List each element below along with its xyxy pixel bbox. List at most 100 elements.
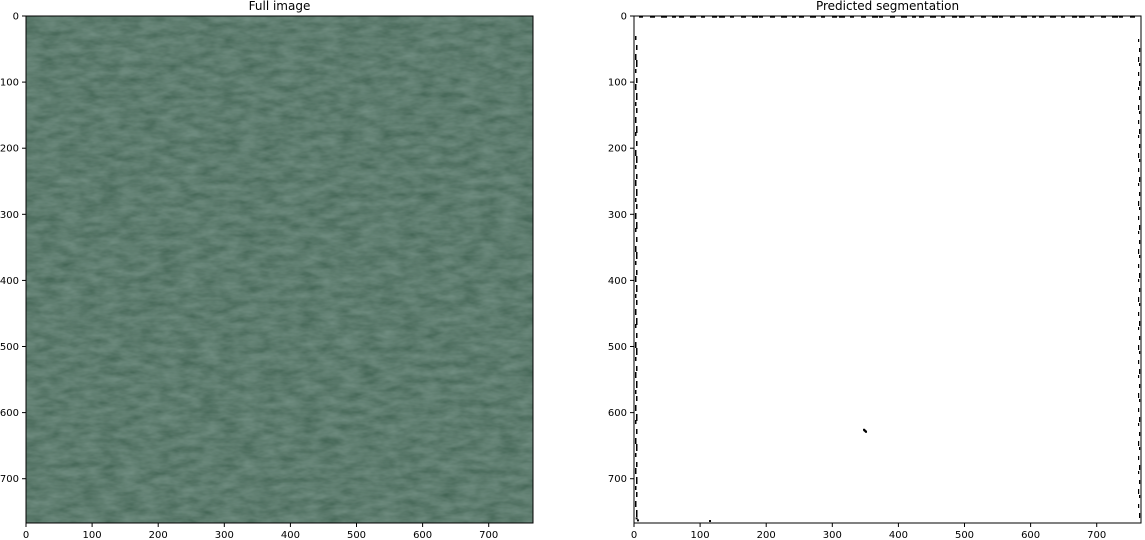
mask-edge-artifact xyxy=(650,16,655,18)
mask-edge-artifact xyxy=(661,16,667,18)
mask-edge-artifact xyxy=(1139,321,1141,326)
mask-edge-artifact xyxy=(792,16,796,18)
mask-edge-artifact xyxy=(999,16,1003,18)
mask-edge-artifact xyxy=(1138,57,1140,62)
mask-edge-artifact xyxy=(1061,16,1065,18)
y-tick-label: 500 xyxy=(0,342,19,353)
mask-edge-artifact xyxy=(1138,504,1140,508)
mask-edge-artifact xyxy=(635,357,637,361)
mask-edge-artifact xyxy=(1139,177,1141,182)
mask-edge-artifact xyxy=(1139,240,1141,244)
mask-edge-artifact xyxy=(1138,39,1140,42)
y-tick-label: 500 xyxy=(608,342,627,353)
mask-edge-artifact xyxy=(635,54,637,60)
mask-edge-artifact xyxy=(636,381,638,388)
mask-edge-artifact xyxy=(636,348,638,355)
mask-edge-artifact xyxy=(636,60,638,67)
mask-edge-artifact xyxy=(635,261,637,265)
mask-edge-artifact xyxy=(1139,273,1141,278)
mask-layer xyxy=(635,16,1141,523)
panel-title: Full image xyxy=(249,0,311,13)
mask-edge-artifact xyxy=(1138,249,1140,254)
mask-edge-artifact xyxy=(636,174,638,179)
mask-edge-artifact xyxy=(1138,345,1140,350)
x-tick-label: 400 xyxy=(281,530,300,540)
mask-edge-artifact xyxy=(1139,144,1141,148)
mask-edge-artifact xyxy=(1101,16,1106,18)
mask-edge-artifact xyxy=(636,510,638,517)
mask-edge-artifact xyxy=(635,102,637,106)
axis-ticks: 0 100 200 300 400 500 600 700 0 100 200 300 400 500 60… xyxy=(0,12,498,540)
x-tick-label: 300 xyxy=(823,530,842,540)
mask-edge-artifact xyxy=(672,16,676,18)
mask-edge-artifact xyxy=(1138,264,1140,268)
mask-edge-artifact xyxy=(635,198,637,202)
mask-edge-artifact xyxy=(912,16,916,18)
mask-edge-artifact xyxy=(636,93,638,100)
mask-edge-artifact xyxy=(1139,480,1141,484)
mask-edge-artifact xyxy=(635,468,637,474)
y-tick-label: 300 xyxy=(608,210,627,221)
mask-edge-artifact xyxy=(635,294,637,298)
mask-edge-artifact xyxy=(1138,216,1140,220)
y-tick-label: 100 xyxy=(0,78,19,89)
mask-pixel xyxy=(865,430,868,433)
mask-edge-artifact xyxy=(1138,168,1140,172)
mask-edge-artifact xyxy=(1138,183,1140,186)
mask-edge-artifact xyxy=(1021,16,1027,18)
mask-edge-artifact xyxy=(635,36,637,40)
mask-edge-artifact xyxy=(1139,129,1141,134)
mask-edge-artifact xyxy=(1138,375,1140,378)
mask-edge-artifact xyxy=(1139,111,1141,114)
y-tick-label: 400 xyxy=(0,276,19,287)
mask-edge-artifact xyxy=(635,132,637,136)
mask-edge-artifact xyxy=(635,246,637,252)
mask-pixel xyxy=(635,517,638,520)
y-tick-label: 600 xyxy=(0,408,19,419)
mask-edge-artifact xyxy=(821,16,825,18)
mask-edge-artifact xyxy=(1139,513,1141,518)
mask-edge-artifact xyxy=(1139,192,1141,196)
x-tick-label: 200 xyxy=(757,530,776,540)
x-tick-label: 200 xyxy=(149,530,168,540)
mask-edge-artifact xyxy=(850,16,854,18)
mask-edge-artifact xyxy=(636,318,638,325)
mask-edge-artifact xyxy=(1139,159,1141,162)
mask-edge-artifact xyxy=(635,84,637,90)
mask-edge-artifact xyxy=(635,309,637,315)
mask-edge-artifact xyxy=(730,16,734,18)
mask-edge-artifact xyxy=(635,453,637,457)
mask-edge-artifact xyxy=(1138,153,1140,158)
axes-frame xyxy=(633,15,1142,524)
mask-edge-artifact xyxy=(1139,96,1141,100)
panel-predicted-segmentation: Predicted segmentation 0 100 200 300 400 500 6… xyxy=(608,0,1142,540)
mask-edge-artifact xyxy=(1079,16,1085,18)
mask-edge-artifact xyxy=(636,429,638,434)
mask-edge-artifact xyxy=(941,16,945,18)
mask-edge-artifact xyxy=(636,141,638,146)
mask-edge-artifact xyxy=(719,16,725,18)
mask-edge-artifact xyxy=(1130,16,1135,18)
x-tick-label: 100 xyxy=(83,530,102,540)
mask-edge-artifact xyxy=(1139,399,1141,402)
panel-title: Predicted segmentation xyxy=(816,0,959,13)
mask-edge-artifact xyxy=(636,189,638,196)
mask-edge-artifact xyxy=(919,16,924,18)
mask-edge-artifact xyxy=(635,405,637,411)
mask-edge-artifact xyxy=(636,45,638,50)
mask-edge-artifact xyxy=(1139,63,1141,66)
mask-edge-artifact xyxy=(1050,16,1056,18)
mask-edge-artifact xyxy=(635,180,637,186)
mask-edge-artifact xyxy=(635,390,637,394)
mask-edge-artifact xyxy=(1032,16,1036,18)
mask-edge-artifact xyxy=(635,438,637,444)
mask-edge-artifact xyxy=(759,16,763,18)
x-tick-label: 500 xyxy=(347,530,366,540)
mask-edge-artifact xyxy=(1139,351,1141,354)
mask-pixel xyxy=(636,519,639,522)
mask-edge-artifact xyxy=(1138,279,1140,282)
image-area xyxy=(26,16,533,523)
mask-edge-artifact xyxy=(959,16,965,18)
mask-edge-artifact xyxy=(1138,231,1140,234)
